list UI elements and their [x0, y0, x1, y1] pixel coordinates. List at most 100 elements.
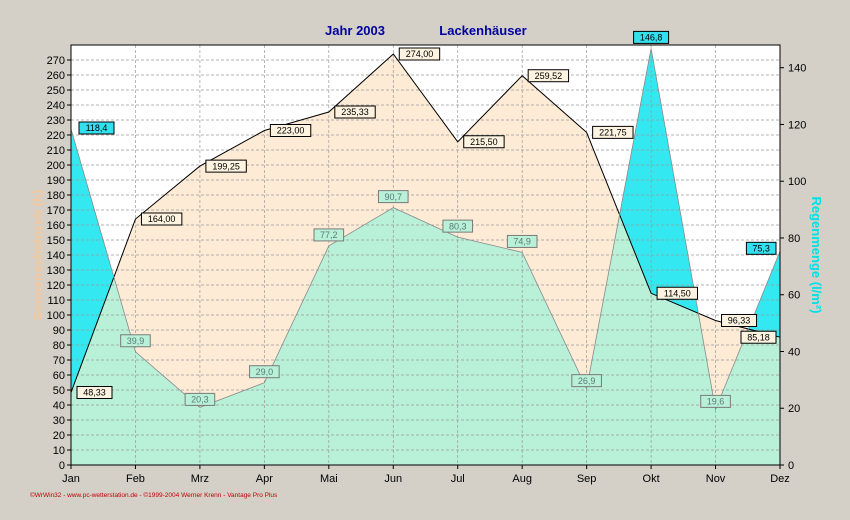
sun-data-label-box — [463, 135, 505, 149]
rain-data-label-text: 29,0 — [256, 367, 274, 377]
y-left-tick-label: 190 — [47, 175, 65, 187]
sun-data-label-box — [269, 124, 312, 137]
chart-title: Jahr 2003 — [325, 23, 385, 38]
rain-data-label-box — [120, 334, 151, 348]
sun-data-label: 223,00 — [269, 124, 312, 137]
y-left-tick-label: 220 — [47, 130, 65, 142]
rain-data-label-box — [571, 374, 602, 388]
x-tick-label: Okt — [643, 473, 660, 485]
y-right-tick-label: 140 — [788, 63, 806, 75]
y-left-tick-label: 180 — [47, 190, 65, 202]
rain-data-label-text: 146,8 — [640, 33, 663, 43]
sun-data-label: 221,75 — [592, 125, 634, 139]
y-left-tick-label: 240 — [47, 100, 65, 112]
rain-data-label-text: 74,9 — [513, 237, 531, 247]
y-left-tick-label: 260 — [47, 70, 65, 82]
sun-data-label-text: 274,00 — [406, 49, 434, 59]
y-left-tick-label: 30 — [53, 415, 65, 427]
rain-data-label: 19,6 — [700, 394, 731, 408]
rain-data-label: 90,7 — [377, 190, 409, 204]
sun-data-label-text: 114,50 — [664, 288, 691, 298]
rain-data-label: 74,9 — [506, 234, 538, 248]
y-right-tick-label: 80 — [788, 233, 800, 245]
y-left-tick-label: 250 — [47, 85, 65, 97]
sun-data-label: 48,33 — [76, 386, 113, 400]
rain-data-label-box — [78, 121, 115, 135]
y-left-tick-label: 0 — [59, 460, 65, 472]
y-left-tick-label: 150 — [47, 235, 65, 247]
rain-data-label: 80,3 — [442, 219, 474, 233]
x-tick-label: Jul — [451, 473, 465, 485]
sun-data-label-text: 85,18 — [747, 332, 770, 342]
sun-data-label: 114,50 — [656, 286, 698, 300]
y-left-tick-label: 50 — [53, 385, 65, 397]
rain-data-label-text: 118,4 — [86, 123, 108, 133]
sun-data-label-box — [592, 125, 634, 139]
y-right-tick-label: 100 — [788, 176, 806, 188]
rain-data-label: 75,3 — [745, 241, 777, 255]
sun-data-label: 199,25 — [205, 159, 247, 173]
sun-data-label-text: 235,33 — [341, 107, 369, 117]
rain-data-label-text: 20,3 — [191, 395, 209, 405]
rain-data-label-box — [700, 394, 731, 408]
y-left-tick-label: 90 — [53, 325, 65, 337]
x-tick-label: Jan — [62, 473, 80, 485]
sun-data-label-box — [721, 314, 758, 328]
rain-data-label-text: 26,9 — [578, 376, 596, 386]
sun-data-label-box — [334, 105, 376, 119]
x-tick-label: Dez — [770, 473, 790, 485]
sun-data-label-text: 164,00 — [148, 214, 176, 224]
y-axis-left-title: Sonnenscheinzeit (h) — [30, 190, 45, 321]
rain-data-label-box — [506, 234, 538, 248]
y-left-tick-label: 130 — [47, 265, 65, 277]
rain-data-label-text: 75,3 — [752, 244, 770, 254]
sun-data-label-text: 48,33 — [83, 388, 106, 398]
sun-data-label: 164,00 — [140, 212, 183, 226]
y-left-tick-label: 100 — [47, 310, 65, 322]
x-tick-label: Mai — [320, 473, 338, 485]
rain-data-label-text: 80,3 — [449, 221, 467, 231]
sun-data-label-text: 221,75 — [599, 128, 627, 138]
sun-data-label: 85,18 — [740, 330, 777, 344]
rain-data-label: 77,2 — [313, 228, 345, 242]
y-left-tick-label: 200 — [47, 160, 65, 172]
rain-data-label-text: 77,2 — [320, 230, 338, 240]
rain-data-label: 29,0 — [249, 365, 280, 379]
rain-data-label-box — [633, 30, 670, 44]
sun-data-label-text: 199,25 — [212, 161, 240, 171]
y-right-tick-label: 40 — [788, 346, 800, 358]
y-left-tick-label: 230 — [47, 115, 65, 127]
rain-data-label-box — [184, 392, 216, 406]
sun-data-label: 259,52 — [527, 69, 570, 83]
rain-data-label: 26,9 — [571, 374, 602, 388]
y-left-tick-label: 170 — [47, 205, 65, 217]
rain-data-label: 146,8 — [633, 30, 670, 44]
sun-data-label-text: 96,33 — [728, 316, 751, 326]
x-tick-label: Apr — [256, 473, 273, 485]
y-left-tick-label: 140 — [47, 250, 65, 262]
y-right-tick-label: 20 — [788, 403, 800, 415]
sun-data-label-box — [205, 159, 247, 173]
y-left-tick-label: 20 — [53, 430, 65, 442]
rain-data-label: 39,9 — [120, 334, 151, 348]
y-right-tick-label: 120 — [788, 119, 806, 131]
rain-data-label-text: 90,7 — [385, 192, 403, 202]
chart-subtitle: Lackenhäuser — [439, 23, 526, 38]
x-tick-label: Jun — [384, 473, 402, 485]
y-right-tick-label: 60 — [788, 290, 800, 302]
rain-data-label: 20,3 — [184, 392, 216, 406]
rain-data-label-text: 19,6 — [707, 397, 725, 407]
sun-data-label-box — [527, 69, 570, 83]
y-left-tick-label: 60 — [53, 370, 65, 382]
x-tick-label: Sep — [577, 473, 597, 485]
rain-data-label: 118,4 — [78, 121, 115, 135]
sun-data-label: 274,00 — [398, 47, 441, 61]
y-left-tick-label: 40 — [53, 400, 65, 412]
y-left-tick-label: 70 — [53, 355, 65, 367]
rain-data-label-text: 39,9 — [127, 336, 145, 346]
sun-data-label-text: 215,50 — [470, 137, 498, 147]
rain-data-label-box — [745, 241, 777, 255]
y-left-tick-label: 210 — [47, 145, 65, 157]
sun-data-label-box — [398, 47, 441, 61]
